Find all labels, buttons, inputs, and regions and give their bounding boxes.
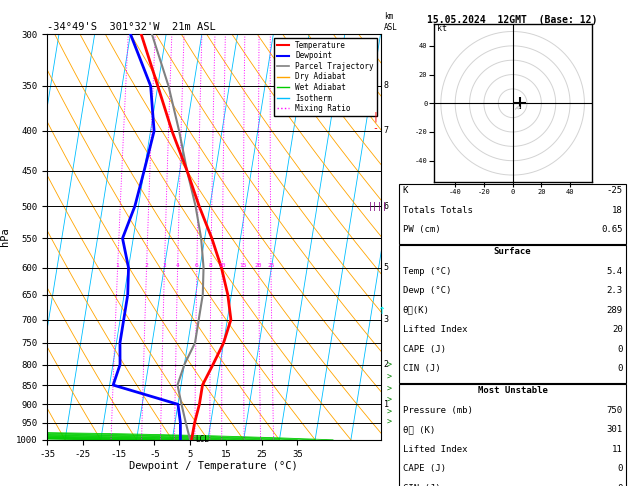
- Text: Temp (°C): Temp (°C): [403, 267, 451, 276]
- Text: Most Unstable: Most Unstable: [477, 386, 548, 396]
- Text: 0: 0: [617, 364, 623, 373]
- Text: 289: 289: [606, 306, 623, 315]
- Text: 0.65: 0.65: [601, 225, 623, 234]
- Text: 15.05.2024  12GMT  (Base: 12): 15.05.2024 12GMT (Base: 12): [428, 15, 598, 25]
- Text: 5.4: 5.4: [606, 267, 623, 276]
- Text: >: >: [386, 396, 391, 405]
- Text: 2: 2: [384, 360, 389, 369]
- Text: 6: 6: [195, 262, 199, 268]
- Text: CAPE (J): CAPE (J): [403, 345, 445, 354]
- Text: Lifted Index: Lifted Index: [403, 445, 467, 454]
- Text: 2.3: 2.3: [606, 286, 623, 295]
- Text: K: K: [403, 186, 408, 195]
- Text: 11: 11: [612, 445, 623, 454]
- Text: CIN (J): CIN (J): [403, 364, 440, 373]
- Text: ||||: ||||: [367, 202, 387, 211]
- Text: >: >: [386, 360, 391, 369]
- Text: 8: 8: [209, 262, 213, 268]
- Legend: Temperature, Dewpoint, Parcel Trajectory, Dry Adiabat, Wet Adiabat, Isotherm, Mi: Temperature, Dewpoint, Parcel Trajectory…: [274, 38, 377, 116]
- Text: 25: 25: [267, 262, 275, 268]
- Text: Surface: Surface: [494, 247, 532, 257]
- Text: 1: 1: [116, 262, 120, 268]
- Y-axis label: hPa: hPa: [1, 227, 11, 246]
- Text: Pressure (mb): Pressure (mb): [403, 406, 472, 415]
- Text: 10: 10: [218, 262, 226, 268]
- Text: 2: 2: [145, 262, 148, 268]
- Text: $\uparrow$: $\uparrow$: [376, 304, 386, 316]
- Text: θᴄ(K): θᴄ(K): [403, 306, 430, 315]
- Text: >: >: [386, 384, 391, 394]
- Text: 8: 8: [384, 82, 389, 90]
- Text: PW (cm): PW (cm): [403, 225, 440, 234]
- Text: 1: 1: [384, 400, 389, 409]
- Text: Totals Totals: Totals Totals: [403, 206, 472, 215]
- Text: Lifted Index: Lifted Index: [403, 325, 467, 334]
- Text: 301: 301: [606, 425, 623, 434]
- Text: 18: 18: [612, 206, 623, 215]
- Text: LCL: LCL: [196, 434, 209, 444]
- X-axis label: Dewpoint / Temperature (°C): Dewpoint / Temperature (°C): [130, 461, 298, 471]
- Text: 5: 5: [384, 263, 389, 272]
- Text: kt: kt: [437, 24, 447, 34]
- Text: θᴄ (K): θᴄ (K): [403, 425, 435, 434]
- Text: -34°49'S  301°32'W  21m ASL: -34°49'S 301°32'W 21m ASL: [47, 22, 216, 32]
- Text: 3: 3: [162, 262, 166, 268]
- Text: 15: 15: [240, 262, 247, 268]
- Text: 750: 750: [606, 406, 623, 415]
- Text: CAPE (J): CAPE (J): [403, 464, 445, 473]
- Text: CIN (J): CIN (J): [403, 484, 440, 486]
- Text: 0: 0: [617, 464, 623, 473]
- Text: >: >: [386, 418, 391, 427]
- Text: 4: 4: [175, 262, 179, 268]
- Text: >: >: [386, 373, 391, 382]
- Text: |
-: | -: [372, 111, 379, 134]
- Text: 0: 0: [617, 345, 623, 354]
- Text: Dewp (°C): Dewp (°C): [403, 286, 451, 295]
- Text: km
ASL: km ASL: [384, 12, 398, 32]
- Text: -25: -25: [606, 186, 623, 195]
- Text: 6: 6: [384, 202, 389, 211]
- Text: 3: 3: [384, 315, 389, 324]
- Text: 20: 20: [255, 262, 262, 268]
- Text: 20: 20: [612, 325, 623, 334]
- Text: 0: 0: [617, 484, 623, 486]
- Text: >: >: [386, 407, 391, 416]
- Text: 7: 7: [384, 126, 389, 136]
